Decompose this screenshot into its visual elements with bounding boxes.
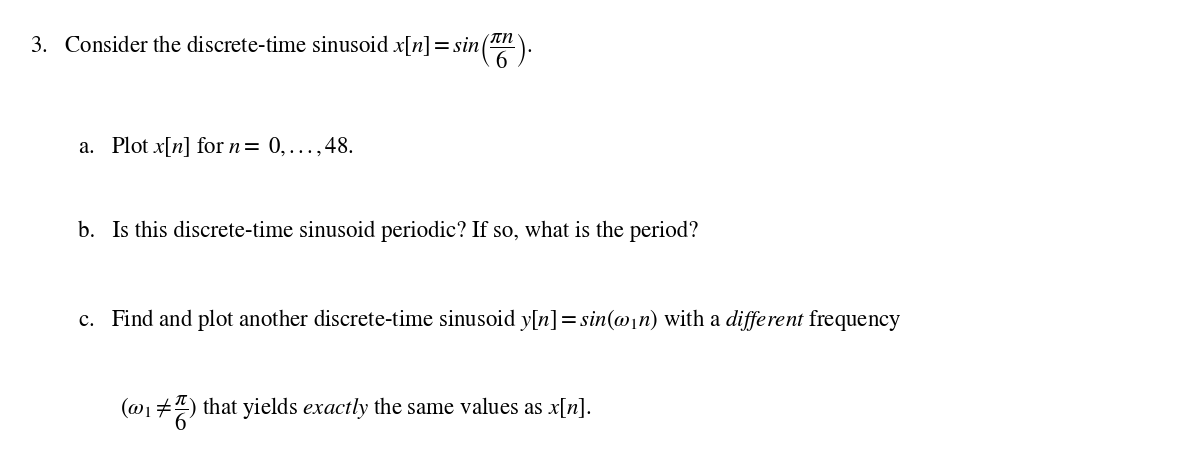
Text: a.   Plot $x[n]$ for $n =$ $0, ..., 48.$: a. Plot $x[n]$ for $n =$ $0, ..., 48.$ xyxy=(78,134,354,159)
Text: c.   Find and plot another discrete-time sinusoid $y[n] = sin(\omega_1 n)$ with : c. Find and plot another discrete-time s… xyxy=(78,307,901,333)
Text: 3.   Consider the discrete-time sinusoid $x[n] = sin\left(\dfrac{\pi n}{6}\right: 3. Consider the discrete-time sinusoid $… xyxy=(30,32,533,71)
Text: b.   Is this discrete-time sinusoid periodic? If so, what is the period?: b. Is this discrete-time sinusoid period… xyxy=(78,221,698,242)
Text: $(\omega_1 \neq \dfrac{\pi}{6})$ that yields $\mathit{exactly}$ the same values : $(\omega_1 \neq \dfrac{\pi}{6})$ that yi… xyxy=(120,394,592,433)
